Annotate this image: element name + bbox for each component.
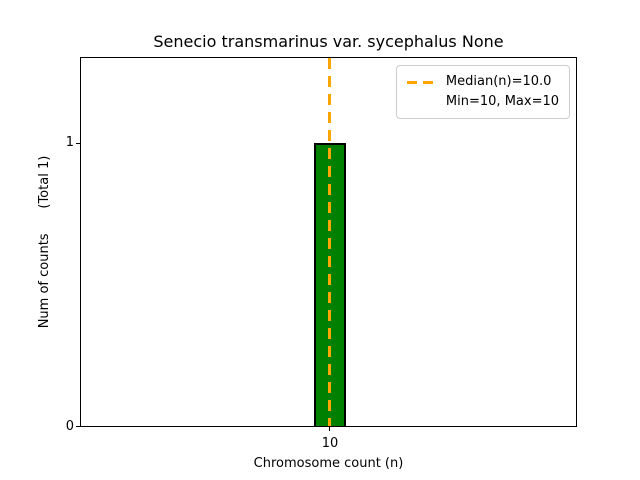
- x-tickmark-10: [329, 427, 330, 431]
- legend-entry-median: Median(n)=10.0: [445, 74, 552, 89]
- legend-entry-minmax: Min=10, Max=10: [445, 94, 559, 109]
- x-tick-label-10: 10: [321, 436, 339, 451]
- y-axis-label: Num of counts (Total 1): [37, 155, 52, 329]
- legend-row-minmax: Min=10, Max=10: [446, 92, 559, 112]
- y-tickmark-1: [76, 143, 80, 144]
- median-line: [328, 58, 331, 426]
- y-tickmark-0: [76, 426, 80, 427]
- legend: Median(n)=10.0 Min=10, Max=10: [395, 65, 570, 119]
- y-tick-label-0: 0: [65, 419, 74, 434]
- y-tick-label-1: 1: [65, 135, 74, 150]
- median-dash-legend-sample: [406, 80, 437, 84]
- plot-area: Median(n)=10.0 Min=10, Max=10: [80, 57, 577, 427]
- legend-row-median: Median(n)=10.0: [406, 72, 559, 92]
- x-axis-label: Chromosome count (n): [253, 456, 404, 471]
- chart-title: Senecio transmarinus var. sycephalus Non…: [153, 32, 504, 51]
